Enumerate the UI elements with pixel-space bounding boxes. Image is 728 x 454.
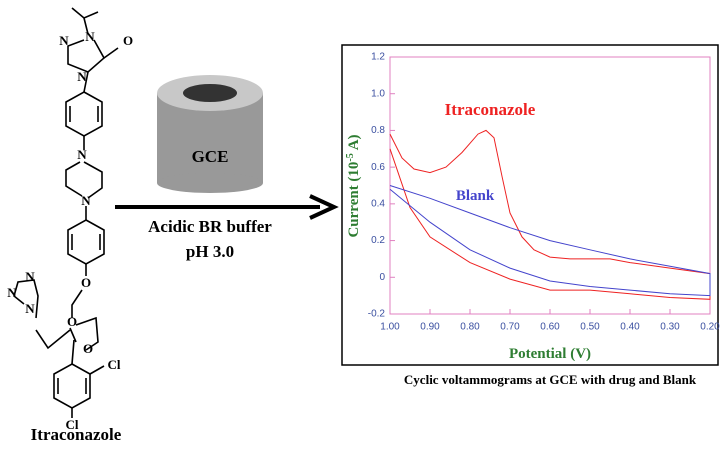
atom-label: O xyxy=(123,33,133,48)
y-tick-label: 1.0 xyxy=(371,88,385,99)
arrow-label: Acidic BR buffer xyxy=(148,217,272,236)
atom-label: N xyxy=(25,269,35,284)
x-tick-label: 0.60 xyxy=(540,322,560,333)
x-tick-label: 0.70 xyxy=(500,322,520,333)
atom-label: N xyxy=(77,147,87,162)
caption: Cyclic voltammograms at GCE with drug an… xyxy=(404,372,697,387)
electrode-icon xyxy=(157,75,263,193)
x-tick-label: 0.40 xyxy=(620,322,640,333)
y-tick-label: 0.4 xyxy=(371,198,385,209)
molecule-structure xyxy=(13,7,119,418)
x-tick-label: 0.80 xyxy=(460,322,480,333)
series-line xyxy=(389,185,711,297)
y-label-exponent: -5 xyxy=(345,153,356,161)
series-label: Itraconazole xyxy=(445,100,536,119)
arrowhead xyxy=(309,194,339,220)
plot-area xyxy=(389,56,711,315)
atom-label: N xyxy=(77,69,87,84)
atom-label: O xyxy=(67,314,77,329)
y-axis-label: Current (10-5 A) xyxy=(345,134,362,237)
y-label-end: A) xyxy=(346,134,362,153)
x-tick-label: 0.50 xyxy=(580,322,600,333)
atom-label: Cl xyxy=(66,417,79,432)
atom-label: N xyxy=(81,193,91,208)
x-tick-label: 1.00 xyxy=(380,322,400,333)
atom-label: O xyxy=(83,341,93,356)
y-tick-label: 1.2 xyxy=(371,52,385,63)
atom-label: N xyxy=(7,285,17,300)
molecule-name: Itraconazole xyxy=(31,425,122,444)
x-tick-label: 0.30 xyxy=(660,322,680,333)
atom-label: N xyxy=(85,29,95,44)
y-label-main: Current (10 xyxy=(346,162,362,238)
chart-frame xyxy=(341,44,719,366)
atom-label: Cl xyxy=(108,357,121,372)
y-tick-label: 0.8 xyxy=(371,125,385,136)
atom-label: O xyxy=(81,275,91,290)
arrow-label: pH 3.0 xyxy=(186,242,234,261)
electrode-label: GCE xyxy=(192,147,229,166)
atom-label: N xyxy=(25,301,35,316)
y-tick-label: 0.2 xyxy=(371,235,385,246)
atom-label: N xyxy=(59,33,69,48)
series-label: Blank xyxy=(456,188,495,204)
x-tick-label: 0.90 xyxy=(420,322,440,333)
y-tick-label: 0.6 xyxy=(371,162,385,173)
series-line xyxy=(389,129,711,300)
x-tick-label: 0.20 xyxy=(700,322,720,333)
y-tick-label: -0.2 xyxy=(368,309,386,320)
y-tick-label: 0 xyxy=(379,272,385,283)
x-axis-label: Potential (V) xyxy=(509,346,591,362)
